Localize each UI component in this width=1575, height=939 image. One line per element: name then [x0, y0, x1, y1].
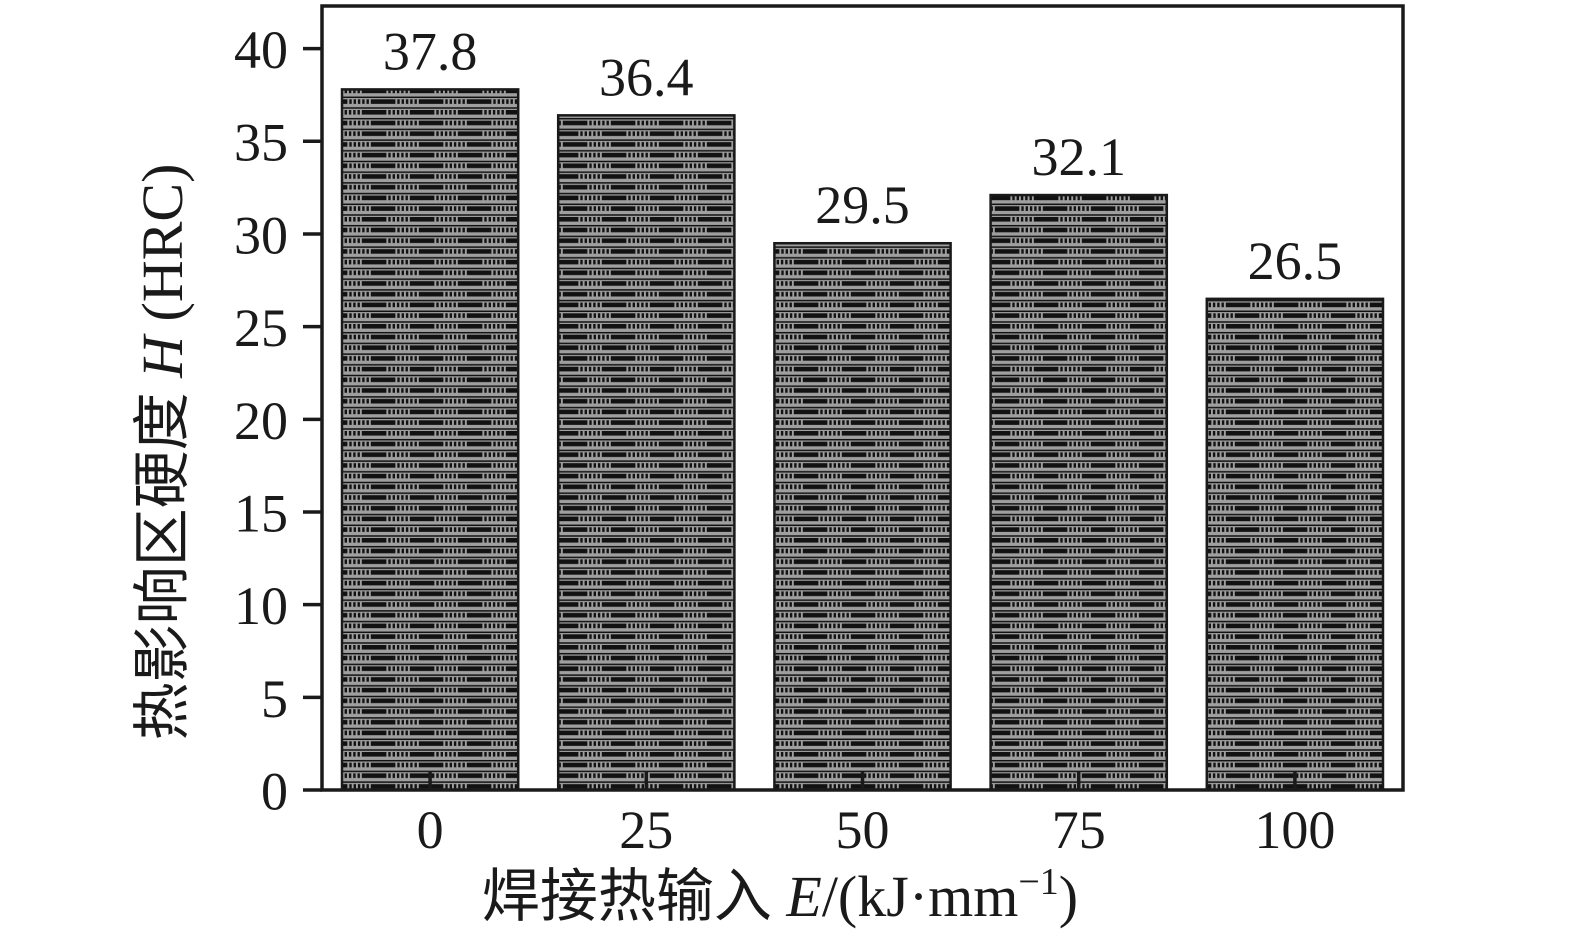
bar-100	[1205, 297, 1385, 792]
y-axis-title-text: 热影响区硬度	[130, 378, 195, 741]
x-tick-label: 50	[836, 800, 890, 860]
x-axis-title-variable: E	[785, 864, 821, 929]
y-axis-title: 热影响区硬度 H (HRC)	[130, 164, 195, 741]
x-tick-labels-group: 0 25 50 75 100	[417, 800, 1336, 860]
value-labels-group: 37.8 36.4 29.5 32.1 26.5	[383, 21, 1342, 290]
y-tick-label: 5	[261, 669, 288, 729]
x-axis-title-unit: /(kJ·mm	[822, 864, 1019, 929]
x-tick-label: 100	[1254, 800, 1335, 860]
y-tick-label: 20	[234, 391, 288, 451]
bar-value-label: 29.5	[815, 175, 910, 235]
x-tick-label: 0	[417, 800, 444, 860]
x-axis-title-exponent: −1	[1018, 861, 1058, 903]
x-tick-label: 25	[619, 800, 673, 860]
y-tick-label: 15	[234, 483, 288, 543]
bar-0	[340, 88, 520, 792]
bar-value-label: 37.8	[383, 21, 478, 81]
x-axis-title: 焊接热输入 E/(kJ·mm−1)	[482, 861, 1078, 929]
x-ticks-group	[428, 772, 1297, 790]
bar-25	[556, 114, 736, 792]
bar-value-label: 36.4	[599, 47, 694, 107]
bar-value-label: 26.5	[1248, 231, 1343, 291]
x-axis-title-text: 焊接热输入	[482, 864, 787, 929]
y-ticks-group	[303, 46, 322, 792]
y-tick-labels-group: 0 5 10 15 20 25 30 35 40	[234, 20, 288, 821]
y-tick-label: 35	[234, 113, 288, 173]
bar-value-label: 32.1	[1031, 127, 1126, 187]
bar-50	[773, 241, 952, 792]
y-tick-label: 30	[234, 205, 288, 265]
y-tick-label: 40	[234, 20, 288, 80]
y-tick-label: 25	[234, 298, 288, 358]
y-tick-label: 0	[261, 761, 288, 821]
plot-frame	[320, 4, 1405, 792]
bars-group	[340, 88, 1385, 792]
bar-75	[989, 193, 1169, 792]
x-axis-title-close-paren: )	[1059, 864, 1078, 929]
y-axis-title-unit: (HRC)	[130, 164, 195, 336]
y-tick-label: 10	[234, 576, 288, 636]
y-axis-title-variable: H	[130, 333, 195, 379]
x-tick-label: 75	[1052, 800, 1106, 860]
